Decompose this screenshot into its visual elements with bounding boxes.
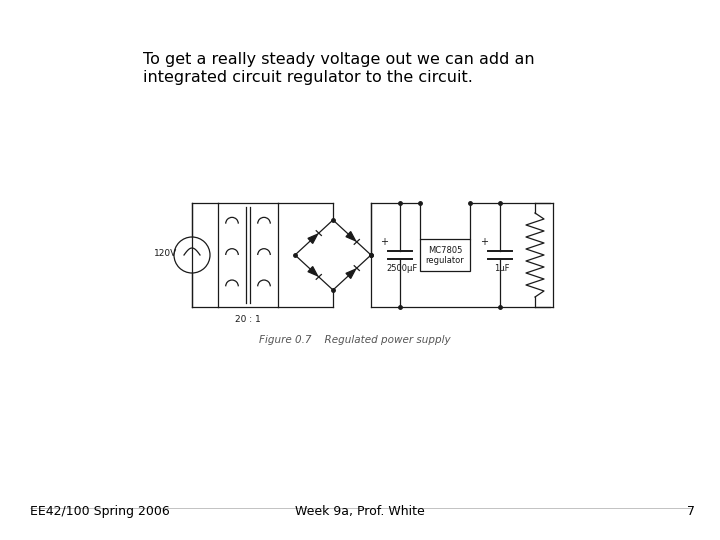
Text: integrated circuit regulator to the circuit.: integrated circuit regulator to the circ… [143, 70, 473, 85]
Bar [420, 239, 470, 271]
Text: Week 9a, Prof. White: Week 9a, Prof. White [295, 505, 425, 518]
Text: 7: 7 [687, 505, 695, 518]
Text: 120V: 120V [154, 248, 177, 258]
Text: regulator: regulator [426, 256, 464, 265]
Text: 20 : 1: 20 : 1 [235, 315, 261, 324]
Text: To get a really steady voltage out we can add an: To get a really steady voltage out we ca… [143, 52, 535, 67]
Text: 2500μF: 2500μF [387, 264, 418, 273]
Text: +: + [380, 237, 388, 247]
Text: Figure 0.7    Regulated power supply: Figure 0.7 Regulated power supply [259, 335, 451, 345]
Text: EE42/100 Spring 2006: EE42/100 Spring 2006 [30, 505, 170, 518]
Polygon shape [346, 269, 356, 279]
Text: 1μF: 1μF [494, 264, 510, 273]
Text: +: + [480, 237, 488, 247]
Text: MC7805: MC7805 [428, 246, 462, 255]
Polygon shape [308, 234, 318, 244]
Polygon shape [308, 267, 318, 276]
Polygon shape [346, 232, 356, 241]
